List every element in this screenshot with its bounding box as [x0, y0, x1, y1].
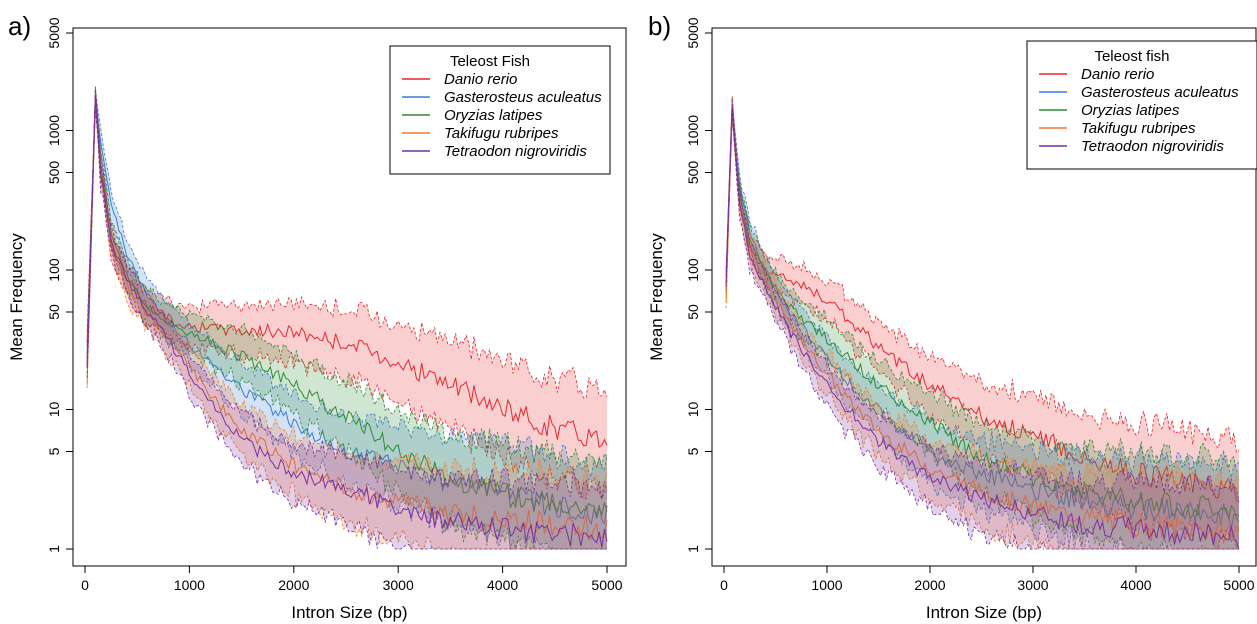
series-upper-bound — [725, 100, 1240, 474]
x-tick-label: 4000 — [487, 577, 518, 593]
plot-frame — [72, 27, 627, 567]
x-axis-label: Intron Size (bp) — [926, 603, 1042, 622]
y-tick-label: 500 — [46, 161, 62, 185]
y-tick-label: 1 — [685, 545, 701, 553]
legend-item: Tetraodon nigroviridis — [444, 143, 587, 160]
legend-title: Teleost fish — [1094, 48, 1169, 65]
x-tick-label: 1000 — [811, 577, 842, 593]
series-upper-bound — [725, 98, 1240, 478]
series-upper-bound — [86, 89, 608, 399]
series-upper-bound — [86, 87, 608, 493]
x-tick-label: 5000 — [591, 577, 622, 593]
x-axis-label: Intron Size (bp) — [291, 603, 407, 622]
series-line — [86, 94, 608, 526]
series-lower-bound — [86, 102, 607, 551]
x-tick-label: 1000 — [174, 577, 205, 593]
panel-label: b) — [648, 11, 671, 41]
series-tetraodon-nigroviridis — [725, 97, 1240, 550]
chart-panel-b: b) 0 1000 2000 3000 4000 5000 1 5 10 50 100 500 1000 5… — [647, 11, 1257, 622]
series-gasterosteus-aculeatus — [86, 88, 608, 551]
x-tick-label: 2000 — [278, 577, 309, 593]
legend-box — [389, 45, 611, 175]
legend-item: Gasterosteus aculeatus — [1081, 84, 1239, 101]
series-lower-bound — [725, 112, 1239, 550]
legend-item: Oryzias latipes — [1081, 102, 1180, 119]
y-tick-label: 1000 — [685, 115, 701, 146]
x-tick-label: 4000 — [1120, 577, 1151, 593]
series-line — [86, 94, 608, 540]
y-tick-label: 1 — [46, 545, 62, 553]
legend-item: Takifugu rubripes — [444, 125, 559, 142]
x-tick-label: 0 — [81, 577, 89, 593]
y-tick-label: 500 — [685, 161, 701, 185]
x-tick-label: 3000 — [383, 577, 414, 593]
series-upper-bound — [725, 97, 1240, 503]
y-tick-label: 10 — [685, 402, 701, 418]
series-band — [726, 95, 1239, 550]
legend-item: Tetraodon nigroviridis — [1081, 138, 1224, 155]
y-axis-label: Mean Frequency — [7, 233, 26, 361]
series-upper-bound — [86, 86, 608, 499]
legend-item: Danio rerio — [1081, 66, 1154, 83]
series-line — [725, 105, 1240, 550]
series-band — [726, 97, 1239, 549]
y-tick-label: 50 — [685, 304, 701, 320]
panel-label: a) — [8, 11, 31, 41]
legend-item: Danio rerio — [444, 71, 517, 88]
series-band — [87, 86, 608, 549]
series-upper-bound — [725, 96, 1240, 454]
series-line — [725, 105, 1240, 502]
series-band — [87, 89, 608, 500]
series-oryzias-latipes — [86, 87, 608, 550]
legend-item: Oryzias latipes — [444, 107, 543, 124]
series-band — [87, 87, 608, 550]
series-lower-bound — [86, 107, 607, 550]
series-upper-bound — [86, 87, 608, 469]
y-tick-label: 100 — [685, 258, 701, 282]
series-lower-bound — [86, 107, 607, 550]
series-upper-bound — [725, 95, 1240, 492]
legend-item: Gasterosteus aculeatus — [444, 89, 602, 106]
x-tick-label: 5000 — [1223, 577, 1254, 593]
y-tick-label: 5000 — [685, 17, 701, 48]
x-tick-label: 0 — [720, 577, 728, 593]
series-band — [87, 87, 608, 550]
y-tick-label: 5 — [46, 447, 62, 455]
y-tick-label: 5 — [685, 447, 701, 455]
y-tick-label: 1000 — [46, 115, 62, 146]
legend-item: Takifugu rubripes — [1081, 120, 1196, 137]
y-tick-label: 100 — [46, 258, 62, 282]
y-axis-label: Mean Frequency — [647, 233, 666, 361]
series-line — [86, 94, 608, 519]
x-tick-label: 3000 — [1017, 577, 1048, 593]
chart-panel-a: a) 0 1000 2000 3000 4000 5000 1 5 10 50 100 500 1000 5… — [7, 11, 627, 622]
series-tetraodon-nigroviridis — [86, 86, 608, 550]
series-line — [86, 94, 608, 548]
legend-box — [1026, 40, 1257, 170]
series-band — [726, 97, 1239, 549]
y-tick-label: 5000 — [46, 17, 62, 48]
series-line — [725, 105, 1240, 529]
series-oryzias-latipes — [725, 100, 1240, 551]
legend-title: Teleost Fish — [450, 53, 530, 70]
y-tick-label: 50 — [46, 304, 62, 320]
plot-frame — [711, 27, 1257, 567]
x-tick-label: 2000 — [914, 577, 945, 593]
y-tick-label: 10 — [46, 402, 62, 418]
series-line — [725, 105, 1240, 523]
series-lower-bound — [725, 114, 1239, 551]
series-upper-bound — [86, 88, 608, 479]
